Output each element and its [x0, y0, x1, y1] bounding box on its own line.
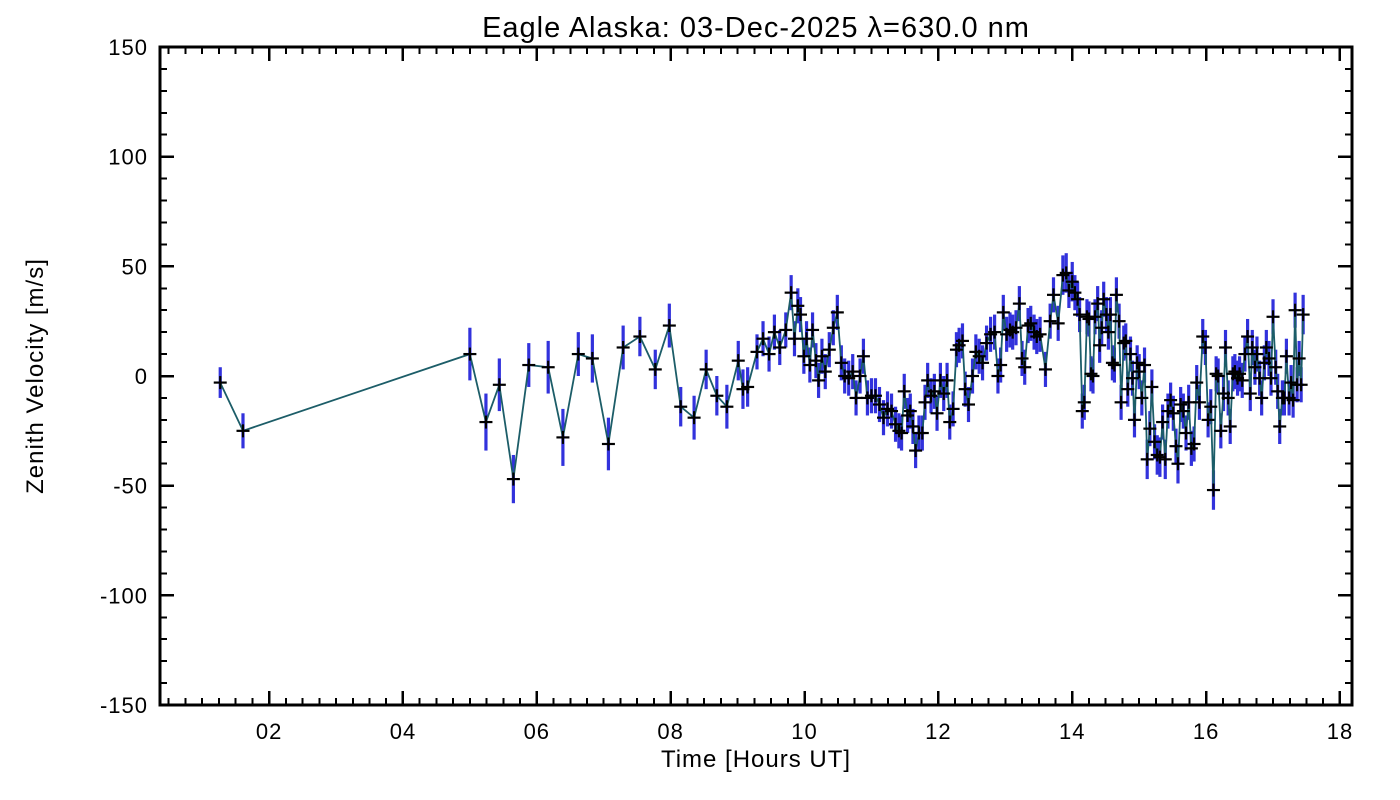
y-tick-label: 50: [122, 254, 148, 279]
x-tick-label: 12: [925, 719, 951, 744]
x-tick-label: 10: [791, 719, 817, 744]
y-tick-label: 0: [135, 364, 148, 389]
x-axis-label: Time [Hours UT]: [660, 746, 852, 773]
x-tick-label: 18: [1327, 719, 1353, 744]
axis-ticks: [160, 45, 1352, 707]
x-tick-label: 08: [657, 719, 683, 744]
data-markers: [213, 266, 1310, 497]
y-tick-label: 150: [108, 35, 148, 60]
x-tick-label: 06: [524, 719, 550, 744]
data-line: [219, 271, 1304, 491]
x-tick-label: 16: [1193, 719, 1219, 744]
chart-title: Eagle Alaska: 03-Dec-2025 λ=630.0 nm: [482, 12, 1030, 44]
x-tick-label: 04: [390, 719, 416, 744]
y-tick-label: -100: [100, 583, 148, 608]
axis-box: [158, 45, 1354, 707]
y-tick-label: -150: [100, 693, 148, 718]
y-tick-label: -50: [113, 474, 148, 499]
y-tick-label: 100: [108, 145, 148, 170]
x-tick-label: 14: [1059, 719, 1085, 744]
x-tick-label: 02: [256, 719, 282, 744]
